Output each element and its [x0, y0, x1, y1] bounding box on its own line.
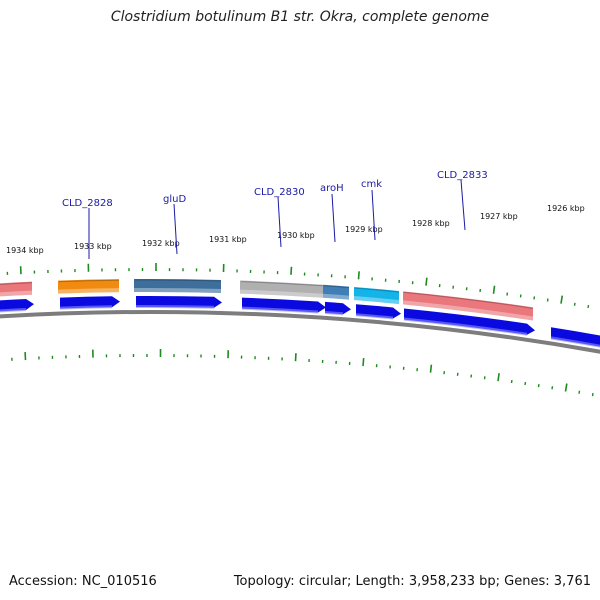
gene-label-cld2830: CLD_2830 — [254, 187, 305, 198]
cds-arrow-shadow — [551, 336, 600, 348]
genome-title: Clostridium botulinum B1 str. Okra, comp… — [110, 9, 490, 25]
accession-info: Accession: NC_010516 — [9, 574, 157, 589]
gene-label-glud: gluD — [163, 194, 186, 205]
genome-stats: Topology: circular; Length: 3,958,233 bp… — [233, 574, 591, 589]
cds-arrow — [136, 296, 222, 308]
outer-tick — [560, 295, 564, 304]
outer-tick — [357, 271, 360, 280]
inner-tick — [429, 364, 433, 373]
label-line-glud — [173, 203, 178, 255]
accession-value: NC_010516 — [81, 574, 157, 589]
cds-arrow — [404, 308, 535, 335]
gene-bar-highlight — [0, 290, 32, 297]
outer-tick — [425, 277, 428, 286]
gene-bar-edge — [0, 282, 33, 285]
gene-label-cld2833: CLD_2833 — [437, 170, 488, 181]
gene-bar-edge — [58, 279, 120, 283]
inner-tick — [578, 390, 581, 394]
topology-value: circular — [298, 574, 347, 589]
kbp-label-1931: 1931 kbp — [209, 235, 247, 244]
gene-bar — [240, 280, 323, 298]
inner-tick — [362, 357, 365, 367]
gene-bar-highlight — [323, 293, 349, 300]
label-line-cld2833 — [460, 179, 466, 231]
kbp-label-1933: 1933 kbp — [74, 242, 112, 251]
inner-tick — [497, 373, 500, 382]
outer-tick — [492, 285, 496, 294]
kbp-label-1927: 1927 kbp — [480, 212, 518, 221]
cds-arrow-shadow — [136, 305, 214, 309]
label-line-aroh — [331, 193, 336, 243]
gene-label-aroh: aroH — [320, 183, 344, 194]
cds-arrow-shadow — [404, 317, 527, 336]
cds-arrow — [551, 327, 600, 347]
cds-arrow-track — [0, 296, 600, 348]
gene-bar-edge — [134, 279, 222, 282]
kbp-label-1932: 1932 kbp — [142, 239, 180, 248]
length-value: 3,958,233 bp — [408, 574, 496, 589]
gene-bar-edge — [354, 287, 400, 293]
gene-label-cmk: cmk — [361, 179, 382, 190]
gene-bar — [134, 279, 221, 293]
label-line-cmk — [371, 189, 376, 241]
gene-bar — [403, 291, 533, 321]
genes-label: Genes: — [504, 574, 550, 589]
gene-bar-highlight — [134, 288, 221, 293]
kbp-label-1934: 1934 kbp — [6, 246, 44, 255]
gene-bar — [0, 281, 32, 297]
gene-labels: CLD_2828 gluD CLD_2830 aroH cmk CLD_2833 — [62, 170, 488, 259]
gene-bar-highlight — [403, 300, 533, 321]
kbp-label-1926: 1926 kbp — [547, 204, 585, 213]
cds-arrow-shadow — [325, 310, 343, 316]
cds-arrow-shadow — [242, 306, 318, 314]
inner-tick — [564, 383, 568, 392]
gene-bar — [354, 287, 399, 305]
label-line-cld2830 — [277, 196, 282, 248]
outer-tick — [587, 304, 590, 309]
genes-value: 3,761 — [553, 574, 591, 589]
cds-arrow-shadow — [356, 313, 393, 320]
gene-bar-edge — [403, 291, 534, 309]
accession-label: Accession: — [9, 574, 78, 589]
kbp-label-1928: 1928 kbp — [412, 219, 450, 228]
topology-label: Topology: — [233, 574, 295, 589]
kbp-scale: 1934 kbp 1933 kbp 1932 kbp 1931 kbp 1930… — [6, 204, 585, 255]
cds-arrow-shadow — [60, 305, 112, 310]
gene-bar — [323, 284, 349, 300]
gene-bar-track — [0, 279, 534, 321]
cds-arrow — [325, 301, 351, 315]
inner-tick-track — [11, 349, 594, 397]
gene-bar — [58, 279, 119, 294]
kbp-label-1930: 1930 kbp — [277, 231, 315, 240]
kbp-label-1929: 1929 kbp — [345, 225, 383, 234]
gene-bar-highlight — [354, 296, 399, 305]
inner-tick — [591, 393, 594, 397]
genome-backbone — [0, 310, 600, 354]
gene-bar-edge — [240, 281, 324, 287]
cds-arrow-shadow — [0, 307, 26, 313]
gene-label-cld2828: CLD_2828 — [62, 198, 113, 209]
gene-bar-highlight — [240, 289, 323, 298]
gene-bar-edge — [323, 285, 350, 289]
gene-bar-highlight — [58, 288, 119, 294]
length-label: Length: — [355, 574, 405, 589]
outer-tick-track — [6, 263, 590, 309]
